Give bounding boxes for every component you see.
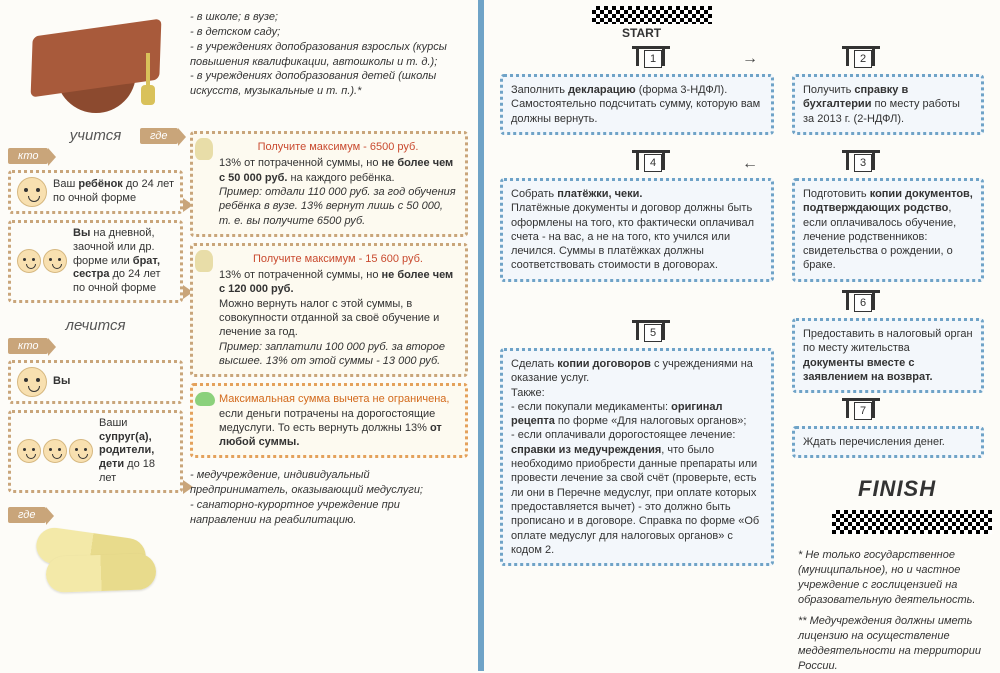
graduation-cap-icon xyxy=(26,8,166,123)
who-you-sibling-box: Вы на дневной, заочной или др. форме или… xyxy=(8,220,183,303)
step-3-box: Подготовить копии документов, подтвержда… xyxy=(792,178,984,282)
vertical-divider xyxy=(478,0,484,671)
steps-flowchart: START 1 2 3 4 5 6 7 → ← Заполнить деклар… xyxy=(492,0,992,671)
max-6500-box: Получите максимум - 6500 руб. 13% от пот… xyxy=(190,131,468,237)
finish-label: FINISH xyxy=(858,476,936,502)
step-2-box: Получить справку в бухгалтерии по месту … xyxy=(792,74,984,135)
where-med-list: - медучреждение, индивидуальный предприн… xyxy=(190,464,468,531)
max-6500-title: Получите максимум - 6500 руб. xyxy=(219,140,457,154)
unlimited-box: Максимальная сумма вычета не ограничена,… xyxy=(190,383,468,458)
step-7-box: Ждать перечисления денег. xyxy=(792,426,984,458)
hurdle-1-icon: 1 xyxy=(632,46,670,70)
you-face-icon xyxy=(17,367,47,397)
step-5-box: Сделать копии договоров с учреждениями н… xyxy=(500,348,774,566)
who-family-box: Ваши супруг(а), родители, дети до 18 лет xyxy=(8,410,183,493)
footnote-1: * Не только государственное (муниципальн… xyxy=(798,548,983,607)
arrow-icon: ← xyxy=(742,155,758,173)
where-study-list: - в школе; в вузе; - в детском саду; - в… xyxy=(190,6,468,103)
max-15600-title: Получите максимум - 15 600 руб. xyxy=(219,252,457,266)
tag-who-treat: кто xyxy=(8,338,48,354)
money-bag-icon xyxy=(195,138,213,160)
finish-flag-icon xyxy=(832,510,992,534)
hurdle-7-icon: 7 xyxy=(842,398,880,422)
mask-icon xyxy=(195,392,215,406)
step-4-box: Собрать платёжки, чеки.Платёжные докумен… xyxy=(500,178,774,282)
max-6500-body: 13% от потраченной суммы, но не более че… xyxy=(219,156,457,227)
section-title-treat: лечится xyxy=(8,317,183,334)
hurdle-3-icon: 3 xyxy=(842,150,880,174)
who-child-text: Ваш ребёнок до 24 лет по очной форме xyxy=(53,178,174,206)
tag-where-study: где xyxy=(140,128,178,144)
hurdle-6-icon: 6 xyxy=(842,290,880,314)
who-you-sibling-text: Вы на дневной, заочной или др. форме или… xyxy=(73,227,174,296)
who-you-box: Вы xyxy=(8,360,183,404)
family-faces-icon xyxy=(17,439,93,463)
footnote-2: ** Медучреждения должны иметь лицензию н… xyxy=(798,614,983,673)
step-6-box: Предоставить в налоговый орган по месту … xyxy=(792,318,984,393)
max-15600-body: 13% от потраченной суммы, но не более че… xyxy=(219,268,457,368)
start-label: START xyxy=(622,26,661,40)
who-child-box: Ваш ребёнок до 24 лет по очной форме xyxy=(8,170,183,214)
start-flag-icon xyxy=(592,6,712,24)
step-1-box: Заполнить декларацию (форма 3-НДФЛ).Само… xyxy=(500,74,774,135)
left-column: учится кто Ваш ребёнок до 24 лет по очно… xyxy=(8,8,183,593)
pills-icon xyxy=(36,533,156,593)
two-faces-icon xyxy=(17,249,67,273)
middle-column: - в школе; в вузе; - в детском саду; - в… xyxy=(190,6,468,532)
unlimited-title: Максимальная сумма вычета не ограничена, xyxy=(219,393,449,405)
who-you-text: Вы xyxy=(53,375,70,389)
unlimited-body: если деньги потрачены на дорогостоящие м… xyxy=(219,408,442,449)
tag-who-study: кто xyxy=(8,148,48,164)
money-bag-icon xyxy=(195,250,213,272)
max-15600-box: Получите максимум - 15 600 руб. 13% от п… xyxy=(190,243,468,377)
tag-where-treat: где xyxy=(8,507,46,523)
hurdle-2-icon: 2 xyxy=(842,46,880,70)
child-face-icon xyxy=(17,177,47,207)
hurdle-5-icon: 5 xyxy=(632,320,670,344)
arrow-icon: → xyxy=(742,50,758,68)
who-family-text: Ваши супруг(а), родители, дети до 18 лет xyxy=(99,417,174,486)
right-column: START 1 2 3 4 5 6 7 → ← Заполнить деклар… xyxy=(492,0,992,671)
hurdle-4-icon: 4 xyxy=(632,150,670,174)
